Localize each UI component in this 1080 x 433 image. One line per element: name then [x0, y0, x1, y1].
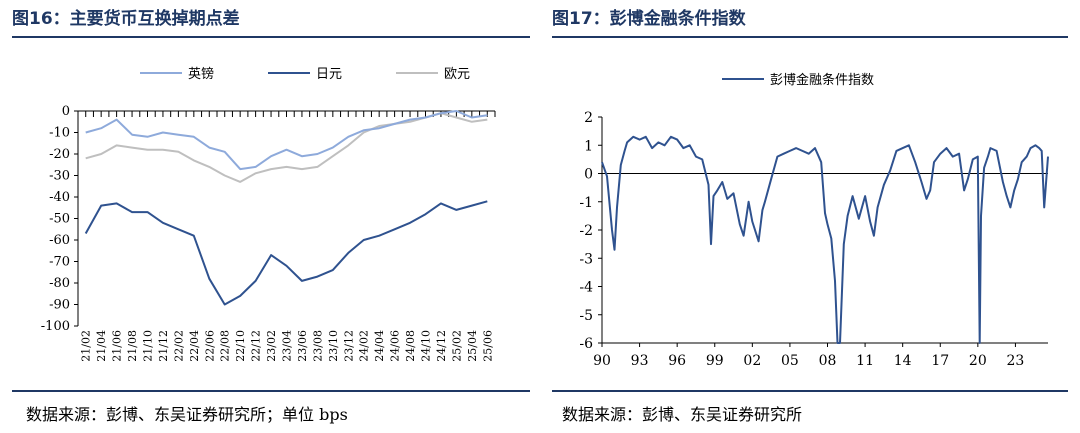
x-tick-label-10: 20: [969, 353, 987, 369]
x-tick-label-10: 22/10: [234, 330, 247, 362]
x-tick-label-3: 21/08: [126, 330, 139, 362]
x-tick-label-15: 23/08: [311, 330, 324, 362]
x-tick-label-4: 21/10: [142, 330, 155, 362]
y-tick-label-3: -1: [579, 195, 593, 211]
x-tick-label-21: 24/08: [404, 330, 417, 362]
legend-label-2: 欧元: [444, 67, 470, 82]
x-tick-label-19: 24/04: [373, 330, 386, 362]
source-note: 数据来源：彭博、东吴证券研究所: [562, 405, 803, 424]
x-tick-label-13: 23/04: [281, 330, 294, 362]
x-tick-label-25: 25/04: [466, 330, 479, 362]
y-tick-label-1: 1: [584, 138, 593, 154]
y-tick-label-2: -20: [49, 147, 70, 162]
x-tick-label-7: 22/04: [188, 330, 201, 362]
x-tick-label-3: 99: [706, 353, 724, 369]
y-tick-label-10: -100: [41, 319, 70, 334]
y-tick-label-8: -6: [579, 336, 593, 352]
x-tick-label-5: 21/12: [157, 330, 170, 362]
x-tick-label-8: 14: [894, 353, 912, 369]
y-tick-label-2: 0: [584, 167, 593, 183]
x-tick-label-18: 24/02: [358, 330, 371, 362]
x-tick-label-23: 24/12: [435, 330, 448, 362]
y-tick-label-7: -70: [49, 255, 70, 270]
figure-title: 图16：主要货币互换掉期点差: [12, 9, 240, 29]
series-line-0: [85, 110, 488, 171]
series-line-0: [601, 135, 1049, 344]
x-tick-label-0: 21/02: [80, 330, 93, 362]
series-line-2: [85, 112, 488, 183]
y-tick-label-5: -3: [579, 251, 593, 267]
y-tick-label-6: -4: [579, 280, 593, 296]
y-tick-label-3: -30: [49, 169, 70, 184]
swap-spread-chart: 英镑 日元 欧元 0 -10 -20 -30 -40 -50 -60 -70 -80 -90 -100 21…: [41, 66, 496, 362]
x-tick-label-14: 23/06: [296, 330, 309, 362]
title-rule: [12, 36, 530, 38]
source-rule: [552, 390, 1068, 392]
left-panel: 图16：主要货币互换掉期点差 英镑 日元 欧元 0 -10 -20 -30 -40 -50 -60…: [0, 0, 530, 433]
legend-label-0: 彭博金融条件指数: [770, 72, 874, 88]
x-tick-label-20: 24/06: [389, 330, 402, 362]
right-panel: 图17：彭博金融条件指数 彭博金融条件指数 2 1 0 -1 -2 -3 -4 -5 -6 90 93…: [550, 0, 1080, 433]
x-tick-label-24: 25/02: [450, 330, 463, 362]
x-tick-label-16: 23/10: [327, 330, 340, 362]
x-tick-label-26: 25/06: [481, 330, 494, 362]
x-tick-label-22: 24/10: [420, 330, 433, 362]
source-rule: [12, 390, 530, 392]
x-tick-label-6: 08: [819, 353, 837, 369]
x-tick-label-11: 22/12: [250, 330, 263, 362]
legend-label-1: 日元: [316, 67, 342, 82]
y-tick-label-8: -80: [49, 276, 70, 291]
x-tick-label-9: 17: [931, 353, 949, 369]
x-tick-label-1: 93: [631, 353, 649, 369]
y-tick-label-7: -5: [579, 308, 593, 324]
x-tick-label-12: 23/02: [265, 330, 278, 362]
x-tick-label-2: 96: [668, 353, 686, 369]
financial-conditions-chart: 彭博金融条件指数 2 1 0 -1 -2 -3 -4 -5 -690 93 96 99 02 05 08 11 1…: [579, 72, 1049, 369]
series-line-1: [84, 200, 488, 306]
x-tick-label-9: 22/08: [219, 330, 232, 362]
y-tick-label-4: -2: [579, 223, 593, 239]
figure-title: 图17：彭博金融条件指数: [552, 9, 746, 29]
y-tick-label-6: -60: [49, 233, 70, 248]
x-tick-label-0: 90: [593, 353, 611, 369]
x-tick-label-6: 22/02: [172, 330, 185, 362]
y-tick-label-0: 0: [62, 104, 70, 119]
x-tick-label-11: 23: [1007, 353, 1025, 369]
x-tick-label-1: 21/04: [95, 330, 108, 362]
x-tick-label-5: 05: [781, 353, 799, 369]
x-tick-label-7: 11: [856, 353, 874, 369]
y-tick-label-0: 2: [584, 110, 593, 126]
x-tick-label-17: 23/12: [342, 330, 355, 362]
x-tick-label-2: 21/06: [111, 330, 124, 362]
x-tick-label-4: 02: [743, 353, 761, 369]
x-tick-label-8: 22/06: [203, 330, 216, 362]
source-note: 数据来源：彭博、东吴证券研究所；单位 bps: [26, 405, 348, 424]
legend-label-0: 英镑: [188, 66, 214, 82]
y-tick-label-5: -50: [49, 212, 70, 227]
y-tick-label-9: -90: [49, 298, 70, 313]
y-tick-label-1: -10: [49, 126, 70, 141]
y-tick-label-4: -40: [49, 190, 70, 205]
title-rule: [552, 36, 1068, 38]
